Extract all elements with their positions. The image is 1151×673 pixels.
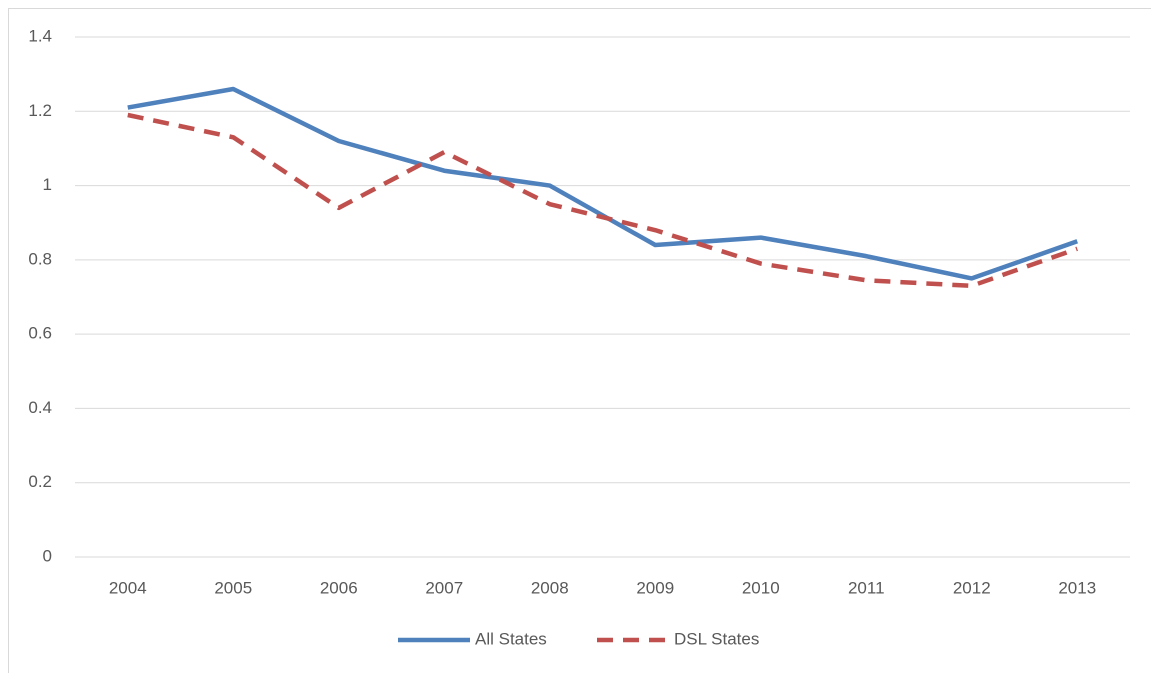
series-line (127, 112, 1078, 289)
x-tick-label: 2008 (531, 578, 569, 597)
legend-label: All States (475, 629, 547, 648)
x-tick-label: 2009 (636, 578, 674, 597)
y-tick-label: 0.8 (28, 249, 52, 268)
x-tick-label: 2007 (425, 578, 463, 597)
y-tick-label: 1.2 (28, 101, 52, 120)
x-tick-label: 2011 (848, 578, 885, 597)
x-tick-label: 2010 (742, 578, 780, 597)
y-tick-label: 1 (43, 175, 52, 194)
x-tick-label: 2012 (953, 578, 991, 597)
x-tick-label: 2006 (320, 578, 358, 597)
y-tick-label: 0.2 (28, 472, 52, 491)
y-tick-label: 0 (43, 546, 52, 565)
x-tick-label: 2004 (109, 578, 147, 597)
chart-frame (8, 8, 1151, 673)
y-tick-label: 0.6 (28, 324, 52, 343)
x-tick-label: 2005 (214, 578, 252, 597)
y-tick-label: 0.4 (28, 398, 52, 417)
x-tick-label: 2013 (1058, 578, 1096, 597)
y-tick-label: 1.4 (28, 26, 52, 45)
legend-label: DSL States (674, 629, 759, 648)
